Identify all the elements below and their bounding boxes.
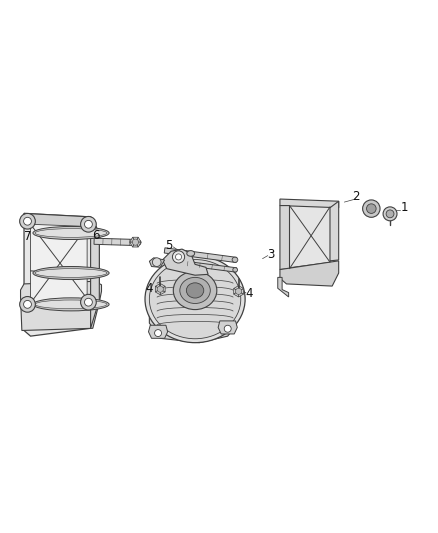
Text: 1: 1 <box>400 201 408 214</box>
Polygon shape <box>160 289 165 295</box>
Polygon shape <box>155 286 160 292</box>
Ellipse shape <box>145 256 245 343</box>
Polygon shape <box>94 238 138 246</box>
Polygon shape <box>162 249 208 275</box>
Ellipse shape <box>35 300 107 309</box>
Polygon shape <box>175 260 237 272</box>
Text: 2: 2 <box>352 190 360 204</box>
Text: 6: 6 <box>92 229 100 241</box>
Circle shape <box>132 239 138 245</box>
Ellipse shape <box>33 298 109 311</box>
Text: 4: 4 <box>246 287 253 300</box>
Polygon shape <box>239 288 244 294</box>
Polygon shape <box>24 213 99 233</box>
Ellipse shape <box>35 269 107 277</box>
Ellipse shape <box>149 260 241 339</box>
Text: 7: 7 <box>24 230 31 244</box>
Circle shape <box>367 204 376 213</box>
Circle shape <box>157 286 163 292</box>
Polygon shape <box>21 281 102 330</box>
Text: 3: 3 <box>268 248 275 261</box>
Polygon shape <box>239 292 244 297</box>
Polygon shape <box>278 277 289 297</box>
Ellipse shape <box>33 227 109 239</box>
Ellipse shape <box>35 229 107 237</box>
Circle shape <box>24 217 32 225</box>
Polygon shape <box>91 217 99 328</box>
Ellipse shape <box>232 257 238 262</box>
Polygon shape <box>218 321 237 334</box>
Text: 4: 4 <box>145 282 153 295</box>
Ellipse shape <box>187 251 194 256</box>
Polygon shape <box>130 242 135 247</box>
Circle shape <box>236 288 242 294</box>
Polygon shape <box>130 237 135 242</box>
Polygon shape <box>155 289 160 295</box>
Polygon shape <box>133 242 138 247</box>
Polygon shape <box>289 204 331 268</box>
Polygon shape <box>149 314 237 343</box>
Polygon shape <box>164 248 237 263</box>
Polygon shape <box>31 224 87 303</box>
Circle shape <box>386 210 394 218</box>
Ellipse shape <box>33 266 109 279</box>
Polygon shape <box>135 242 141 247</box>
Polygon shape <box>239 286 244 292</box>
Circle shape <box>152 258 161 266</box>
Circle shape <box>224 325 231 332</box>
Circle shape <box>176 254 182 260</box>
Ellipse shape <box>134 239 141 246</box>
Circle shape <box>363 200 380 217</box>
Ellipse shape <box>186 283 204 298</box>
Ellipse shape <box>233 268 237 272</box>
Circle shape <box>383 207 397 221</box>
Ellipse shape <box>173 271 217 310</box>
Polygon shape <box>133 237 138 242</box>
Polygon shape <box>149 258 165 268</box>
Text: 5: 5 <box>165 239 173 252</box>
Polygon shape <box>160 284 165 289</box>
Ellipse shape <box>180 277 210 303</box>
Circle shape <box>155 329 162 336</box>
Polygon shape <box>155 284 160 289</box>
Polygon shape <box>24 213 99 336</box>
Polygon shape <box>234 292 239 297</box>
Polygon shape <box>135 237 141 242</box>
Polygon shape <box>280 206 290 270</box>
Polygon shape <box>234 288 239 294</box>
Polygon shape <box>160 286 165 292</box>
Circle shape <box>81 294 96 310</box>
Polygon shape <box>280 261 339 286</box>
Circle shape <box>173 251 185 263</box>
Circle shape <box>20 296 35 312</box>
Polygon shape <box>280 199 339 208</box>
Circle shape <box>85 298 92 306</box>
Circle shape <box>20 213 35 229</box>
Circle shape <box>85 220 92 228</box>
Circle shape <box>81 216 96 232</box>
Polygon shape <box>148 325 168 338</box>
Circle shape <box>24 301 32 308</box>
Polygon shape <box>330 201 339 261</box>
Polygon shape <box>234 286 239 292</box>
